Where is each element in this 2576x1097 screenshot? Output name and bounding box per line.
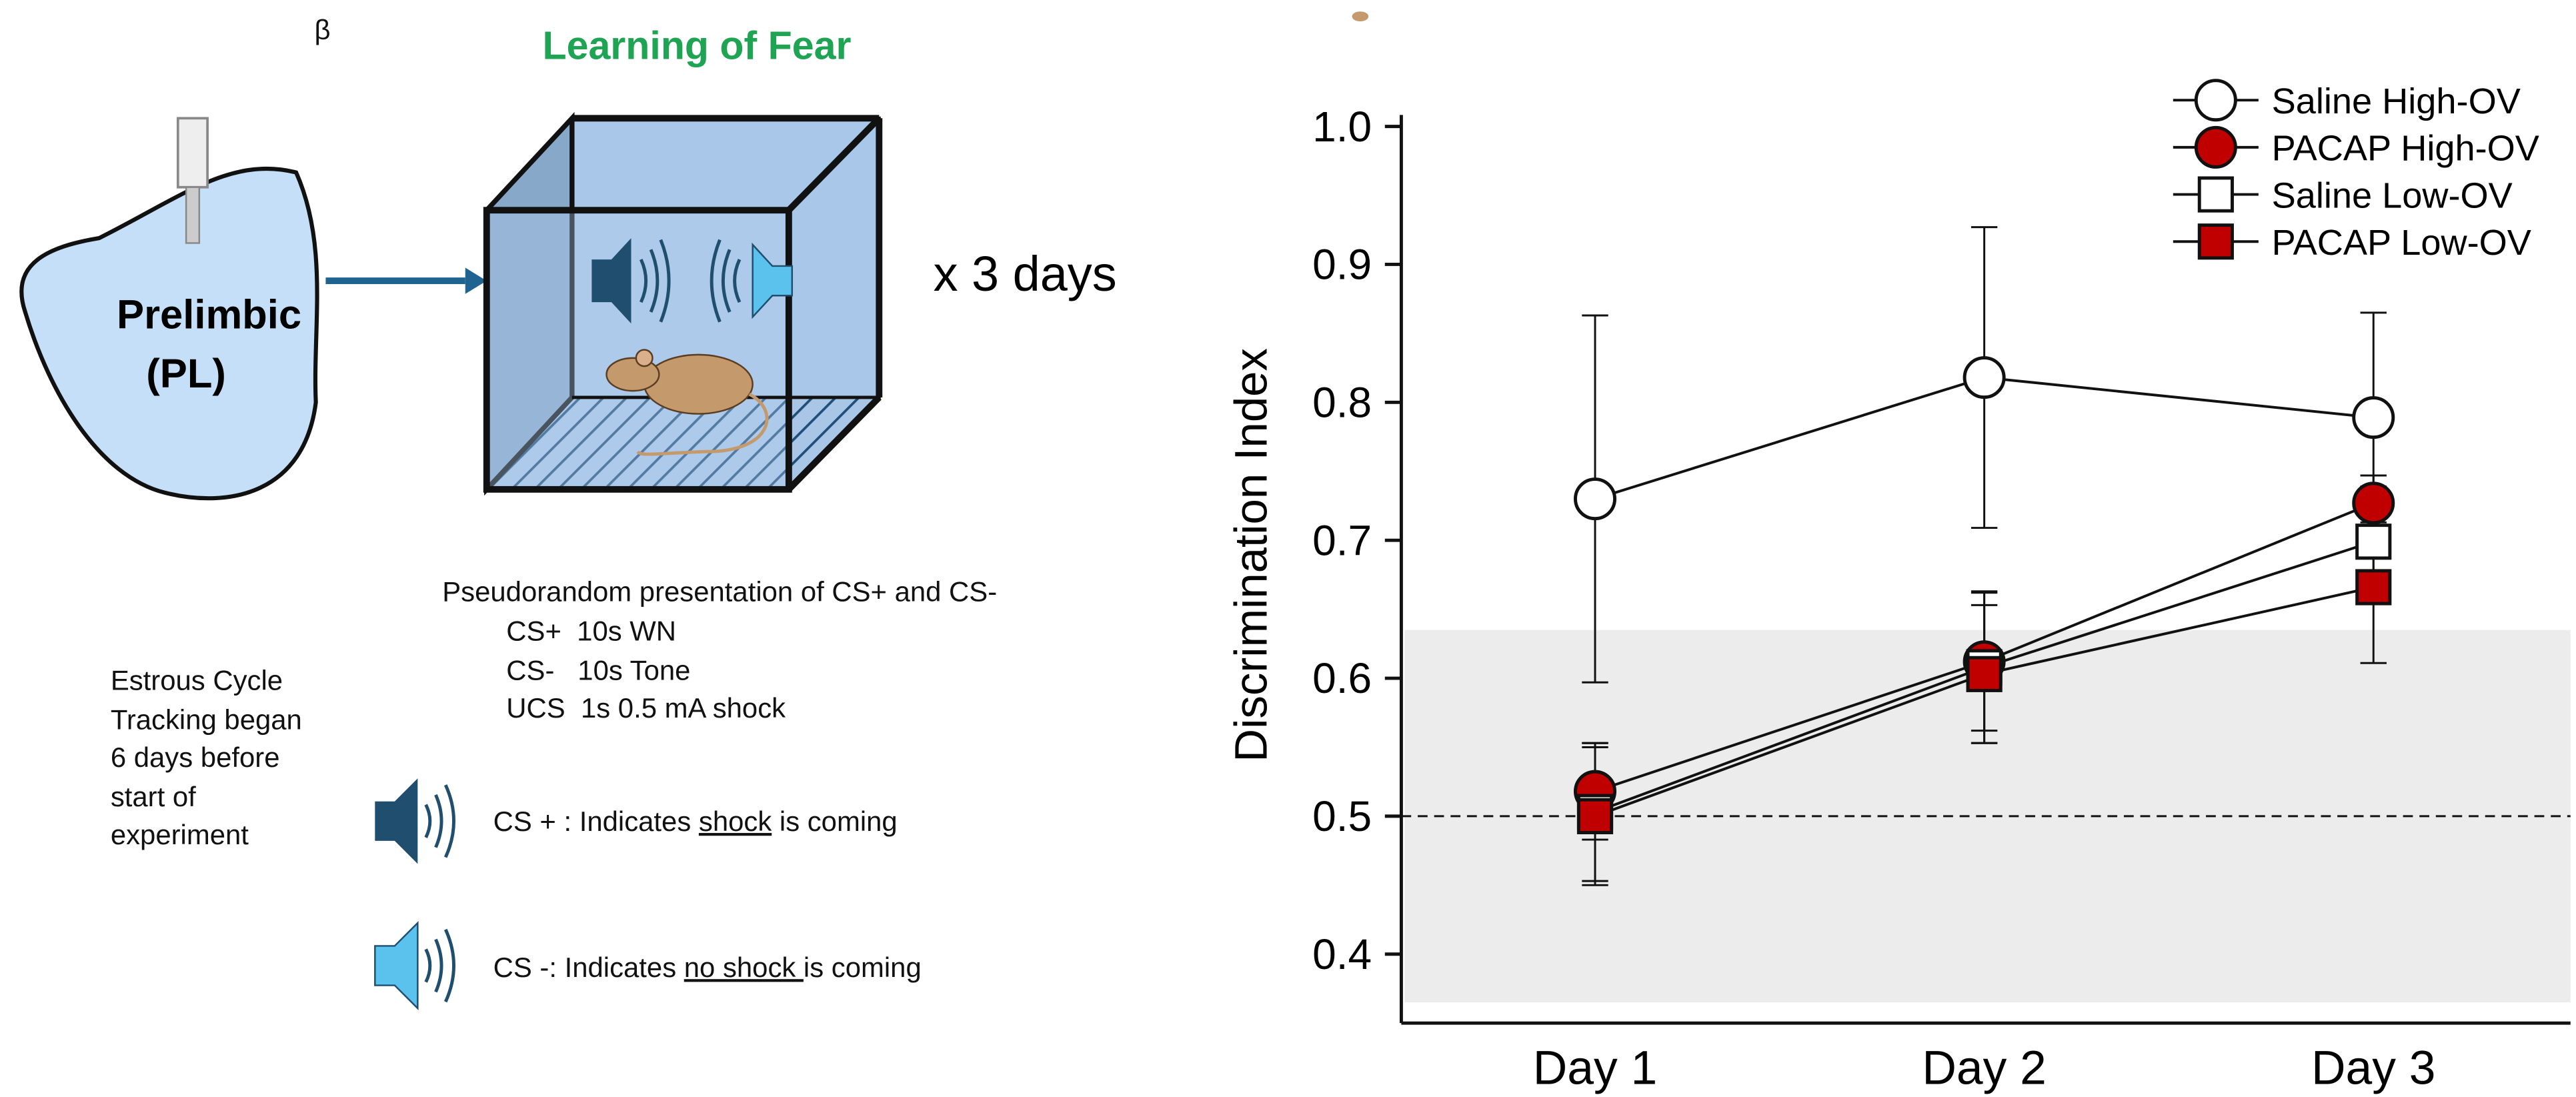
text-span: is coming bbox=[772, 806, 897, 837]
legend-label: Saline Low-OV bbox=[2272, 175, 2513, 215]
beta-label: β bbox=[314, 14, 330, 45]
y-tick-label: 0.8 bbox=[1312, 378, 1372, 426]
legend-label: PACAP Low-OV bbox=[2272, 223, 2531, 263]
data-point bbox=[2354, 483, 2393, 523]
estrous-text: start of bbox=[111, 781, 196, 812]
cs-minus-icon bbox=[375, 923, 453, 1008]
estrous-text: experiment bbox=[111, 819, 249, 850]
text-span: no shock bbox=[684, 952, 804, 983]
repeat-label: x 3 days bbox=[934, 246, 1117, 301]
protocol-text: CS- 10s Tone bbox=[506, 655, 690, 686]
page: β Learning of Fear Prelimbic (PL) x 3 da… bbox=[0, 0, 2576, 1097]
y-axis-label: Discrimination Index bbox=[1225, 348, 1276, 762]
cs-minus-text: CS -: Indicates no shock is coming bbox=[493, 952, 922, 983]
legend-label: PACAP High-OV bbox=[2272, 129, 2539, 169]
figure: β Learning of Fear Prelimbic (PL) x 3 da… bbox=[0, 0, 2576, 1097]
estrous-text: Tracking began bbox=[111, 704, 302, 735]
arrow bbox=[325, 267, 486, 293]
estrous-text: 6 days before bbox=[111, 742, 280, 773]
region-label: (PL) bbox=[146, 351, 226, 397]
legend-entry: Saline Low-OV bbox=[2173, 175, 2513, 215]
region-label: Prelimbic bbox=[117, 292, 301, 338]
chart: 0.4 0.5 0.6 0.7 0.8 0.9 1.0 Day 1 Day 2 Day 3 Disc… bbox=[1225, 81, 2570, 1095]
x-tick-label: Day 2 bbox=[1922, 1041, 2047, 1094]
text-span: CS -: Indicates bbox=[493, 952, 684, 983]
y-tick-label: 0.6 bbox=[1312, 654, 1372, 702]
data-point bbox=[2357, 571, 2390, 604]
data-point bbox=[2354, 398, 2393, 437]
data-point bbox=[1965, 358, 2004, 397]
y-tick-label: 0.4 bbox=[1312, 930, 1372, 978]
legend-marker bbox=[2199, 178, 2232, 211]
y-tick-label: 0.9 bbox=[1312, 241, 1372, 289]
data-point bbox=[1968, 658, 2001, 690]
y-tick-label: 0.5 bbox=[1312, 792, 1372, 840]
y-tick-label: 1.0 bbox=[1312, 103, 1372, 151]
cs-plus-icon bbox=[375, 778, 453, 864]
y-tick-label: 0.7 bbox=[1312, 516, 1372, 564]
legend-label: Saline High-OV bbox=[2272, 81, 2521, 121]
fear-box bbox=[487, 118, 880, 489]
x-tick-label: Day 1 bbox=[1533, 1041, 1658, 1094]
text-span: CS + : Indicates bbox=[493, 806, 699, 837]
legend-marker bbox=[2196, 127, 2235, 167]
text-span: is coming bbox=[804, 952, 922, 983]
legend-entry: Saline High-OV bbox=[2173, 81, 2521, 121]
protocol-text: Pseudorandom presentation of CS+ and CS- bbox=[442, 576, 997, 607]
protocol-text: CS+ 10s WN bbox=[506, 615, 676, 646]
legend-entry: PACAP High-OV bbox=[2173, 127, 2539, 168]
text-span: shock bbox=[699, 806, 772, 837]
data-point bbox=[1575, 479, 1614, 519]
x-tick-label: Day 3 bbox=[2311, 1041, 2436, 1094]
legend-entry: PACAP Low-OV bbox=[2173, 223, 2531, 263]
data-point bbox=[2357, 525, 2390, 558]
data-point bbox=[1578, 800, 1611, 832]
protocol-text: UCS 1s 0.5 mA shock bbox=[506, 692, 786, 724]
legend-marker bbox=[2196, 81, 2235, 120]
mouse-icon bbox=[1352, 11, 1369, 21]
diagram-title: Learning of Fear bbox=[542, 23, 851, 68]
cs-plus-text: CS + : Indicates shock is coming bbox=[493, 806, 898, 837]
estrous-text: Estrous Cycle bbox=[111, 664, 283, 696]
legend-marker bbox=[2199, 225, 2232, 258]
